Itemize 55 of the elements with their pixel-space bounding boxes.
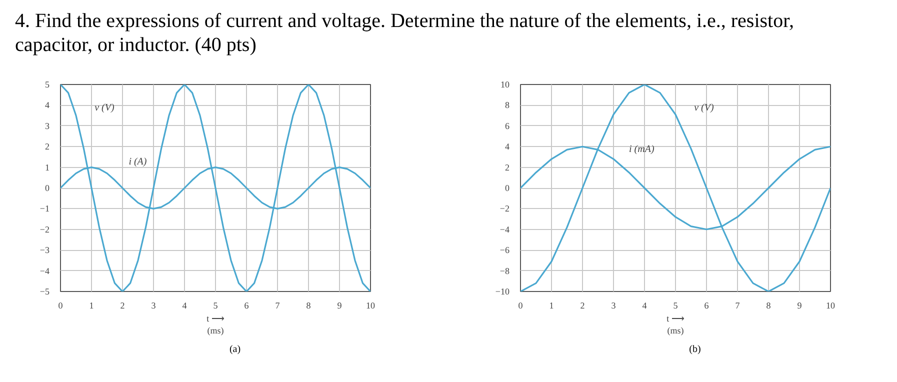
x-axis-title: t ⟶ (ms): [666, 314, 684, 336]
x-tick-label: 2: [120, 300, 125, 310]
y-tick-label: 2: [45, 142, 50, 152]
y-tick-label: 5: [45, 80, 50, 90]
x-tick-label: 8: [766, 300, 772, 310]
x-tick-label: 5: [673, 300, 678, 310]
text: (a): [229, 343, 241, 357]
x-axis-title: t ⟶ (ms): [206, 314, 224, 336]
y-tick-label: 1: [45, 162, 50, 172]
x-tick-label: 9: [337, 300, 342, 310]
y-tick-label: 0: [45, 183, 50, 193]
y-tick-label: −5: [40, 286, 50, 296]
annotation: v (V): [694, 102, 714, 114]
x-tick-label: 0: [518, 300, 524, 310]
x-tick-label: 6: [704, 300, 710, 310]
y-tick-label: 4: [505, 142, 510, 152]
x-tick-label: 8: [306, 300, 312, 310]
x-tick-label: 7: [275, 300, 280, 310]
annotation: i (mA): [629, 144, 655, 155]
x-tick-label: 2: [580, 300, 585, 310]
x-tick-label: 7: [735, 300, 740, 310]
annotation: i (A): [128, 156, 148, 168]
line-series: [60, 84, 370, 292]
y-tick-label: −4: [40, 266, 50, 276]
x-tick-label: 5: [213, 300, 218, 310]
x-tick-label: 3: [151, 300, 156, 310]
y-tick-label: 10: [500, 80, 510, 90]
x-tick-label: 10: [826, 300, 836, 310]
x-tick-label: 9: [797, 300, 802, 310]
y-tick-label: 3: [45, 120, 50, 131]
x-tick-label: 1: [549, 300, 554, 310]
y-tick-label: −6: [500, 245, 510, 256]
x-tick-label: 4: [642, 300, 648, 310]
y-tick-label: 8: [505, 100, 510, 110]
y-tick-label: 4: [45, 100, 50, 110]
y-tick-label: −3: [40, 245, 50, 256]
annotation: v (V): [94, 102, 115, 114]
x-tick-label: 3: [611, 300, 616, 310]
chart-title: 4. Find the expressions of current and voltage. Determine the nature of the elements, i.e., resistor, capacitor, or inductor. (40 pts): [15, 9, 795, 57]
y-tick-label: −2: [40, 224, 50, 234]
y-tick-label: 0: [505, 183, 510, 193]
y-tick-label: −4: [500, 224, 510, 234]
x-tick-label: 10: [366, 300, 376, 310]
y-tick-label: −10: [495, 286, 510, 296]
y-tick-label: −8: [500, 266, 510, 276]
x-tick-label: 6: [244, 300, 250, 310]
line-series: [520, 84, 830, 292]
x-tick-label: 4: [182, 300, 188, 310]
x-tick-label: 0: [58, 300, 64, 310]
y-tick-label: 6: [505, 120, 510, 131]
y-tick-label: 2: [505, 162, 510, 172]
text: (b): [689, 343, 701, 357]
y-tick-label: −2: [500, 204, 510, 214]
y-tick-label: −1: [40, 204, 50, 214]
x-tick-label: 1: [89, 300, 94, 310]
